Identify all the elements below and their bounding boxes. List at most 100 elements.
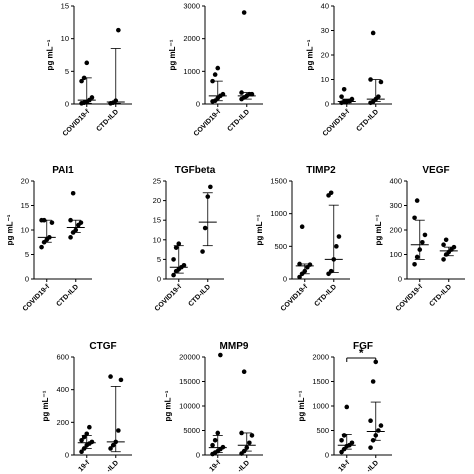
y-tick-label: 0 [283,275,287,284]
data-point [70,190,76,196]
y-axis-label: pg mL⁻¹ [305,39,314,70]
panel-9: FGF 0 500 1000 1500 2000 pg mL⁻¹ 19-f -ILD * [297,341,392,474]
data-point [181,262,187,268]
data-point [368,418,373,424]
data-point [116,428,121,433]
panel-title: CTGF [89,341,116,352]
data-point [249,91,255,97]
data-point [41,217,47,223]
data-point [339,438,344,443]
y-tick-label: 1000 [312,402,329,411]
panel-3: PAI1 0 5 10 15 20 pg mL⁻¹ COVID19-f CTD-ILD [5,165,92,313]
data-point [249,433,255,438]
x-category-label: CTD-ILD [226,108,251,133]
y-tick-label: 20000 [179,353,200,362]
data-point [378,79,384,85]
y-tick-label: 30 [321,26,329,35]
data-point [200,249,205,254]
data-point [349,440,355,446]
data-point [113,98,119,104]
data-point [341,446,347,452]
data-point [328,268,334,274]
y-tick-label: 2000 [312,353,329,362]
data-point [414,254,420,260]
data-point [370,438,376,443]
data-point [239,90,244,95]
data-point [118,377,124,383]
data-point [441,242,446,247]
data-point [373,433,379,438]
data-point [241,448,247,454]
y-tick-label: 10 [321,75,329,84]
data-point [81,446,87,451]
x-category-label: COVID19-f [280,283,310,313]
y-tick-label: 5 [25,250,29,259]
y-axis-label: pg mL⁻¹ [45,39,54,70]
data-point [79,78,84,84]
y-axis-label: pg mL⁻¹ [374,214,383,245]
y-tick-label: 20 [321,51,329,60]
y-tick-label: 0 [65,451,69,460]
y-tick-label: 0 [196,100,200,109]
y-tick-label: 15000 [179,377,200,386]
x-category-label: COVID19-f [154,283,184,313]
data-point [420,239,425,245]
data-point [328,190,334,196]
data-point [220,91,226,97]
y-tick-label: 500 [274,242,287,251]
data-point [451,244,457,250]
y-tick-label: 10 [21,226,29,235]
data-point [241,369,247,375]
x-category-label: COVID19-f [62,108,92,138]
x-category-label: 19-f [208,459,222,473]
data-point [414,198,420,203]
y-tick-label: 15 [153,216,161,225]
panel-1: 0 1000 2000 3000 pg mL⁻¹ COVID19-f CTD-ILD [168,2,263,138]
data-point [341,87,347,92]
data-point [334,244,339,249]
data-point [331,257,337,262]
panel-title: TGFbeta [175,165,216,176]
data-point [84,431,90,437]
x-category-label: CTD-ILD [313,283,338,308]
x-category-label: CTD-ILD [187,283,212,308]
y-tick-label: 20 [153,196,161,205]
data-point [108,374,113,379]
y-axis-label: pg mL⁻¹ [168,39,177,70]
y-tick-label: 10 [61,34,69,43]
y-tick-label: 0 [65,100,69,109]
panel-2: 0 10 20 30 40 pg mL⁻¹ COVID19-f CTD-ILD [305,2,392,138]
data-point [87,424,92,430]
y-tick-label: 600 [56,353,69,362]
data-point [220,444,226,450]
data-point [212,72,218,77]
panel-5: TIMP2 0 500 1000 1500 pg mL⁻¹ COVID19-f CTD-ILD [255,165,350,313]
data-point [79,438,84,443]
data-point [113,439,119,445]
data-point [173,245,179,250]
data-point [302,268,308,274]
data-point [422,232,428,238]
y-tick-label: 0 [398,275,402,284]
panel-title: MMP9 [220,341,249,352]
data-point [108,446,113,451]
data-point [78,220,84,225]
data-point [81,434,87,440]
data-point [241,10,247,15]
data-point [210,78,215,84]
y-tick-label: 0 [196,451,200,460]
y-tick-label: 400 [389,177,402,186]
data-point [336,234,342,239]
data-point [378,423,384,428]
data-point [171,257,176,262]
y-axis-label: pg mL⁻¹ [297,390,306,421]
data-point [215,430,221,436]
x-category-label: 19-f [337,459,351,473]
data-point [297,274,302,280]
y-axis-label: pg mL⁻¹ [41,390,50,421]
data-point [247,440,252,446]
y-tick-label: 200 [389,226,402,235]
data-point [39,244,44,250]
x-category-label: -ILD [106,459,121,474]
y-tick-label: 1500 [270,177,287,186]
